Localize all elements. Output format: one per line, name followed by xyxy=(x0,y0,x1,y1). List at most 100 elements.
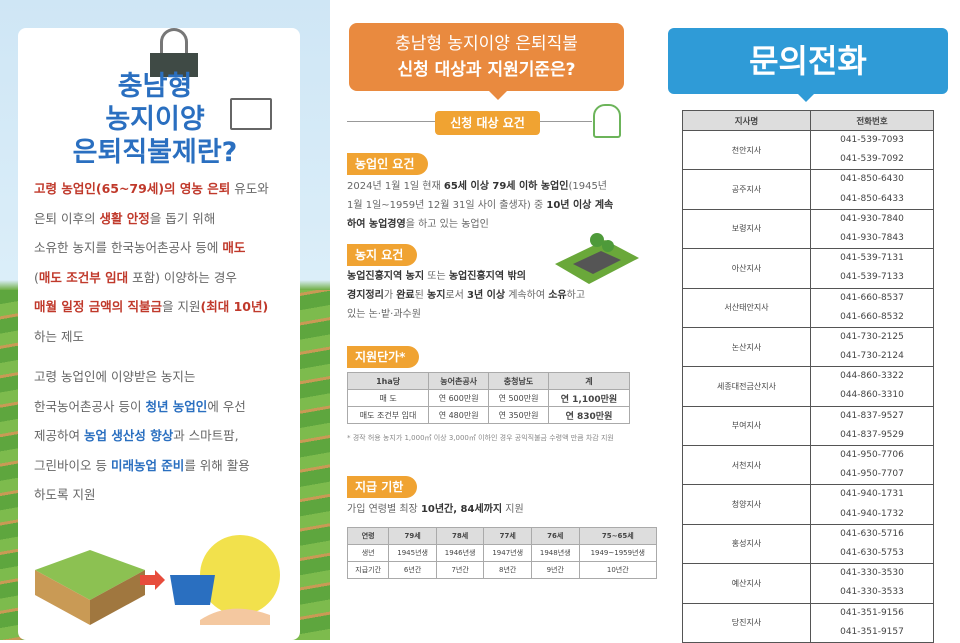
header-cell: 76세 xyxy=(530,527,580,545)
header-cell: 연령 xyxy=(346,527,390,545)
branch-name: 부여지사 xyxy=(682,405,811,447)
section-tag: 신청 대상 요건 xyxy=(435,111,540,135)
text: 하는 제도 xyxy=(34,328,84,344)
header-branch: 지사명 xyxy=(682,110,811,131)
table-row: 세종대전금산지사 044-860-3322 044-860-3310 xyxy=(682,366,934,407)
phone-cell: 041-351-9156 041-351-9157 xyxy=(810,602,934,643)
header-cell: 농어촌공사 xyxy=(428,372,490,390)
branch-name: 당진지사 xyxy=(682,602,811,643)
binder-clip-icon xyxy=(150,28,198,78)
cell: 연 1,100만원 xyxy=(547,389,631,407)
phone-number: 041-330-3530 xyxy=(840,568,904,579)
page-title: 충남형 농지이양 은퇴직불제란? xyxy=(20,70,290,169)
payment-period-text: 가입 연령별 최장 10년간, 84세까지 지원 xyxy=(347,500,647,519)
phone-cell: 041-660-8537 041-660-8532 xyxy=(810,287,934,328)
cell: 1945년생 xyxy=(388,544,437,562)
cell: 1947년생 xyxy=(483,544,532,562)
phone-cell: 041-850-6430 041-850-6433 xyxy=(810,169,934,210)
phone-cell: 041-950-7706 041-950-7707 xyxy=(810,444,934,486)
highlight-text: 고령 농업인(65~79세)의 영농 은퇴 xyxy=(34,181,231,196)
farmer-requirement-text: 2024년 1월 1일 현재 65세 이상 79세 이하 농업인(1945년 1월… xyxy=(347,177,647,234)
text: 1월 1일~1959년 12월 31일 사이 출생자) 중 xyxy=(347,200,547,211)
table-row: 매 도 연 600만원 연 500만원 연 1,100만원 xyxy=(346,389,631,407)
farmland-plot-icon xyxy=(555,233,639,284)
text: 그린바이오 등 xyxy=(34,457,111,473)
phone-number: 041-660-8537 xyxy=(840,292,904,303)
cell: 연 830만원 xyxy=(547,406,631,424)
table-row: 서천지사 041-950-7706 041-950-7707 xyxy=(682,444,934,486)
header-cell: 1ha당 xyxy=(346,372,430,390)
highlight-text: 10년간, 84세까지 xyxy=(420,504,503,515)
header-phone: 전화번호 xyxy=(810,110,934,131)
phone-number: 041-660-8532 xyxy=(840,311,904,322)
farmer-requirement-tag: 농업인 요건 xyxy=(347,153,429,175)
branch-rows: 천안지사 041-539-7093 041-539-7092 공주지사 041-8… xyxy=(682,129,934,643)
phone-number: 041-930-7843 xyxy=(840,232,904,243)
cell: 1946년생 xyxy=(435,544,485,562)
text: 한국농어촌공사 등이 xyxy=(34,398,146,414)
phone-number: 044-860-3322 xyxy=(840,371,904,382)
branch-name: 서천지사 xyxy=(682,444,811,486)
highlight-text: 농지 xyxy=(427,290,446,301)
text-line: 그린바이오 등 미래농업 준비를 위해 활용 xyxy=(34,451,314,481)
bubble-line-1: 충남형 농지이양 은퇴직불 xyxy=(395,34,578,54)
farmer-icon xyxy=(593,104,621,138)
text: 된 xyxy=(414,290,427,301)
text: 은퇴 이후의 xyxy=(34,210,100,226)
table-row: 당진지사 041-351-9156 041-351-9157 xyxy=(682,602,934,643)
text-line: 1월 1일~1959년 12월 31일 사이 출생자) 중 10년 이상 계속 xyxy=(347,196,647,215)
highlight-text: 매월 일정 금액의 직불금 xyxy=(34,299,163,314)
phone-number: 041-730-2125 xyxy=(840,331,904,342)
header-cell: 77세 xyxy=(483,527,532,545)
phone-number: 041-850-6433 xyxy=(840,193,904,204)
table-row: 논산지사 041-730-2125 041-730-2124 xyxy=(682,326,934,368)
text: 을 돕기 위해 xyxy=(149,210,216,226)
intro-paragraph: 고령 농업인(65~79세)의 영농 은퇴 유도와 은퇴 이후의 생활 안정을 돕… xyxy=(34,174,314,351)
text-line: 하는 제도 xyxy=(34,322,314,352)
branch-name: 보령지사 xyxy=(682,208,811,250)
branch-name: 예산지사 xyxy=(682,563,811,604)
text: 제공하여 xyxy=(34,428,84,443)
highlight-text: 소유 xyxy=(548,290,567,301)
text-line: 은퇴 이후의 생활 안정을 돕기 위해 xyxy=(34,204,314,234)
cell: 1948년생 xyxy=(530,544,580,562)
text-line: 하도록 지원 xyxy=(34,480,314,510)
text: 소유한 농지를 한국농어촌공사 등에 xyxy=(34,240,223,255)
highlight-text: 하여 농업경영 xyxy=(347,219,406,230)
header-cell: 충청남도 xyxy=(488,372,549,390)
middle-panel: 충남형 농지이양 은퇴직불 신청 대상과 지원기준은? 신청 대상 요건 농업인… xyxy=(335,0,658,640)
branch-name: 천안지사 xyxy=(682,129,811,171)
phone-number: 044-860-3310 xyxy=(840,390,904,401)
table-row: 아산지사 041-539-7131 041-539-7133 xyxy=(682,248,934,289)
table-row: 보령지사 041-930-7840 041-930-7843 xyxy=(682,208,934,250)
highlight-text: 청년 농업인 xyxy=(145,398,208,414)
cell: 연 480만원 xyxy=(428,406,490,424)
phone-number: 041-850-6430 xyxy=(840,174,904,185)
text: 지원 xyxy=(502,504,524,515)
text-line: 고령 농업인(65~79세)의 영농 은퇴 유도와 xyxy=(34,174,314,204)
highlight-text: 농업 생산성 향상 xyxy=(83,428,174,443)
text: 2024년 1월 1일 현재 xyxy=(347,181,444,192)
text: 계속하여 xyxy=(505,290,549,301)
phone-number: 041-837-9527 xyxy=(840,410,904,421)
unit-price-table: 1ha당 농어촌공사 충청남도 계 매 도 연 600만원 연 500만원 연 … xyxy=(346,372,631,424)
text-line: 소유한 농지를 한국농어촌공사 등에 매도 xyxy=(34,233,314,263)
cell: 매 도 xyxy=(346,389,430,407)
branch-name: 서산태안지사 xyxy=(682,287,811,328)
phone-number: 041-539-7133 xyxy=(840,272,904,283)
highlight-text: 65세 이상 79세 이하 농업인 xyxy=(443,181,569,192)
phone-number: 041-730-2124 xyxy=(840,351,904,362)
phone-number: 041-950-7706 xyxy=(840,450,904,460)
text-line: 경지정리가 완료된 농지로서 3년 이상 계속하여 소유하고 xyxy=(347,286,647,305)
phone-cell: 041-940-1731 041-940-1732 xyxy=(810,484,934,525)
text-line: 하여 농업경영을 하고 있는 농업인 xyxy=(347,215,647,234)
phone-number: 041-351-9157 xyxy=(840,626,904,637)
cell: 8년간 xyxy=(483,561,532,579)
cell: 1949~1959년생 xyxy=(578,544,658,562)
phone-number: 041-539-7131 xyxy=(840,253,904,264)
phone-number: 041-930-7840 xyxy=(840,213,904,224)
criteria-heading-bubble: 충남형 농지이양 은퇴직불 신청 대상과 지원기준은? xyxy=(349,23,624,100)
left-panel: 충남형 농지이양 은퇴직불제란? 고령 농업인(65~79세)의 영농 은퇴 유… xyxy=(0,0,330,640)
branch-name: 아산지사 xyxy=(682,248,811,289)
unit-price-tag: 지원단가* xyxy=(347,346,420,368)
